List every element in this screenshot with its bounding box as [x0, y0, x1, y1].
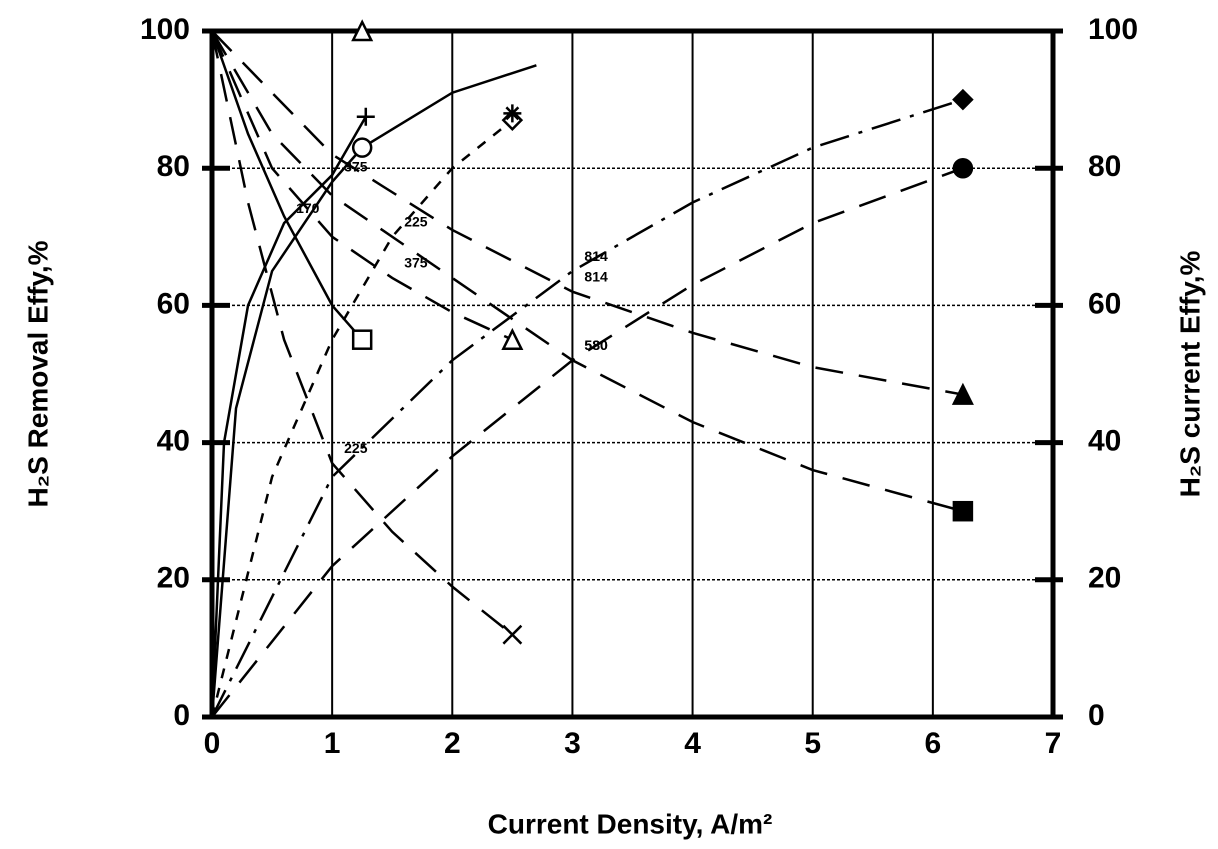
curve	[210, 30, 964, 513]
curve	[210, 30, 513, 341]
curve-label: 580	[584, 337, 608, 353]
plot-frame	[209, 28, 1056, 720]
curve	[210, 30, 364, 341]
y-tick-label: 60	[157, 287, 190, 320]
marker	[501, 327, 524, 350]
marker	[351, 137, 373, 158]
y-axis-label: H₂S Removal Effy,%	[22, 240, 53, 507]
y2-axis-label: H₂S current Effy,%	[1174, 250, 1205, 497]
y-tick-label: 0	[173, 699, 190, 732]
x-tick-label: 1	[324, 727, 341, 760]
curve-label: 375	[344, 159, 368, 175]
x-tick-label: 3	[564, 727, 581, 760]
curve	[210, 119, 514, 718]
marker	[356, 107, 375, 126]
curve-label: 225	[344, 440, 368, 456]
x-tick-label: 6	[925, 727, 942, 760]
marker	[952, 500, 974, 522]
curve-label: 580	[584, 337, 608, 353]
x-tick-label: 5	[804, 727, 821, 760]
y2-tick-label: 20	[1088, 562, 1121, 595]
x-axis-label: Current Density, A/m²	[488, 808, 773, 839]
x-tick-label: 4	[684, 727, 701, 760]
marker	[502, 624, 523, 645]
curve	[210, 116, 367, 718]
curve-label: 225	[404, 214, 428, 230]
curve-label: 814	[584, 268, 608, 284]
curve	[210, 30, 514, 636]
y2-tick-label: 0	[1088, 699, 1105, 732]
y-tick-label: 80	[157, 150, 190, 183]
x-tick-label: 2	[444, 727, 461, 760]
marker	[952, 157, 974, 179]
y-tick-label: 100	[140, 13, 190, 46]
curve	[211, 30, 964, 396]
curve	[210, 64, 537, 718]
marker	[351, 19, 374, 42]
y2-tick-label: 40	[1088, 425, 1121, 458]
y-tick-label: 20	[157, 562, 190, 595]
y2-tick-label: 80	[1088, 150, 1121, 183]
y-tick-label: 40	[157, 425, 190, 458]
marker	[951, 382, 974, 405]
x-tick-label: 0	[204, 727, 221, 760]
curve-label: 375	[404, 255, 428, 271]
marker	[351, 329, 373, 350]
marker	[503, 104, 522, 123]
x-tick-label: 7	[1045, 727, 1062, 760]
marker	[952, 88, 974, 111]
y2-tick-label: 60	[1088, 287, 1121, 320]
curve-label: 814	[584, 248, 608, 264]
y2-tick-label: 100	[1088, 13, 1138, 46]
